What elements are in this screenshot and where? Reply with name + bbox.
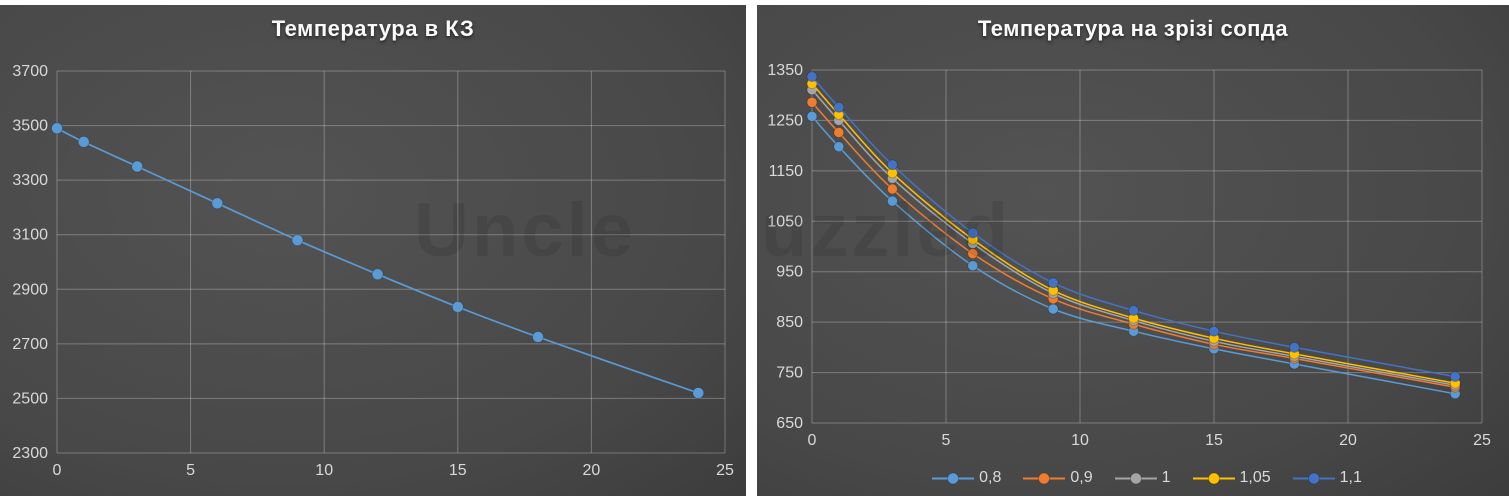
data-point-marker [1047, 277, 1059, 289]
data-point-marker [1208, 325, 1220, 337]
y-tick-label: 750 [776, 365, 803, 382]
x-tick-label: 25 [1473, 432, 1491, 449]
data-point-marker [131, 160, 144, 173]
data-point-marker [692, 387, 705, 399]
data-point-marker [967, 227, 979, 239]
y-tick-label: 2500 [12, 390, 48, 407]
data-point-marker [1047, 303, 1059, 315]
x-tick-label: 10 [315, 462, 333, 479]
y-tick-label: 3300 [12, 172, 48, 189]
legend-marker-icon [1292, 472, 1335, 484]
y-tick-label: 3700 [12, 63, 48, 80]
y-tick-label: 2700 [12, 336, 48, 353]
data-point-marker [833, 127, 845, 138]
data-point-marker [886, 159, 898, 171]
y-tick-label: 2300 [12, 445, 48, 462]
kz-chart-panel: Температура в КЗ 2300 2500 2700 2900 3100 330… [0, 5, 746, 496]
data-point-marker [451, 301, 464, 313]
data-point-marker [51, 122, 63, 135]
legend-marker-icon [1023, 472, 1066, 484]
data-point-marker [291, 234, 304, 247]
legend-label: 1 [1161, 469, 1171, 486]
legend-item-1-05: 1,05 [1192, 469, 1271, 487]
nozzle-chart-plot-area: 650 750 850 950 1050 1150 1250 1350 0 5 10 15 20 25 [767, 62, 1491, 449]
data-point-marker [806, 71, 818, 82]
data-point-marker [833, 141, 845, 153]
data-point-marker [1289, 341, 1300, 353]
legend-item-1-1: 1,1 [1292, 469, 1362, 487]
series-line [811, 115, 1456, 395]
x-tick-label: 5 [942, 432, 951, 449]
series-line [56, 127, 699, 394]
x-tick-label: 20 [1339, 432, 1357, 449]
nozzle-chart-title: Температура на зрізі сопда [977, 16, 1289, 41]
x-tick-label: 15 [1205, 432, 1223, 449]
y-tick-label: 1150 [769, 163, 804, 180]
series-line [811, 101, 1456, 388]
data-point-marker [211, 197, 224, 210]
data-point-marker [967, 248, 979, 260]
data-point-marker [371, 268, 384, 281]
legend-label: 1,1 [1339, 469, 1362, 486]
data-point-marker [967, 260, 979, 272]
x-tick-label: 0 [808, 432, 817, 449]
data-point-marker [806, 111, 818, 122]
y-tick-label: 950 [776, 264, 803, 281]
data-point-marker [833, 101, 845, 113]
x-tick-label: 15 [449, 462, 467, 479]
legend-marker-icon [1192, 472, 1235, 484]
legend-marker-icon [1114, 472, 1157, 484]
legend-marker-icon [932, 472, 975, 484]
kz-chart-title: Температура в КЗ [271, 16, 475, 41]
y-tick-label: 1350 [767, 62, 803, 79]
legend-label: 1,05 [1239, 469, 1271, 486]
legend-item-0-9: 0,9 [1023, 469, 1093, 487]
y-tick-label: 850 [776, 314, 803, 331]
data-point-marker [806, 96, 818, 108]
x-tick-label: 0 [53, 462, 62, 479]
x-tick-label: 20 [583, 462, 601, 479]
data-point-marker [77, 135, 90, 148]
data-point-marker [532, 331, 544, 343]
data-point-marker [886, 195, 898, 207]
legend-label: 0,9 [1070, 469, 1093, 486]
y-tick-label: 3100 [12, 227, 48, 244]
nozzle-chart-legend: 0,8 0,9 1 1,05 1,1 [812, 469, 1482, 487]
kz-chart-plot-area: 2300 2500 2700 2900 3100 3300 3500 3700 0 5 10 15 20… [12, 63, 734, 479]
x-tick-label: 25 [716, 462, 734, 479]
x-tick-label: 5 [186, 462, 195, 479]
legend-label: 0,8 [979, 469, 1002, 486]
data-point-marker [886, 183, 898, 195]
data-point-marker [1449, 371, 1461, 383]
series-line [811, 83, 1456, 384]
y-tick-label: 1250 [767, 112, 803, 129]
nozzle-chart-panel: Температура на зрізі сопда 650 750 850 950 1… [757, 5, 1509, 496]
y-tick-label: 1050 [767, 213, 803, 230]
x-tick-label: 10 [1071, 432, 1089, 449]
legend-item-1: 1 [1114, 469, 1171, 487]
y-tick-label: 650 [776, 415, 803, 432]
legend-item-0-8: 0,8 [932, 469, 1001, 487]
data-point-marker [1128, 305, 1140, 316]
y-tick-label: 3500 [12, 118, 48, 135]
y-tick-label: 2900 [12, 281, 48, 298]
series-line [811, 89, 1456, 386]
